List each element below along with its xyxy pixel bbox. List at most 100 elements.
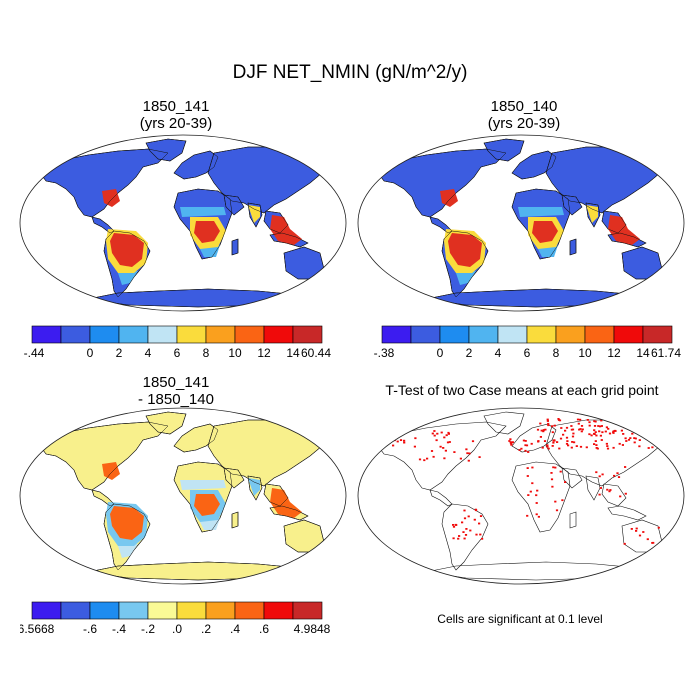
significant-cell <box>652 435 655 437</box>
panel-title-diff: 1850_141 - 1850_140 <box>26 374 326 408</box>
significant-cell <box>599 434 602 437</box>
colorbar-tick-label: 14 <box>286 346 300 360</box>
significant-cell <box>590 434 593 437</box>
coastline-india <box>247 202 263 228</box>
significant-cell <box>662 434 665 437</box>
significant-cell <box>475 533 478 536</box>
significant-cell <box>433 434 436 437</box>
colorbar-swatch <box>642 325 673 344</box>
colorbar-swatch <box>176 325 207 344</box>
significant-cell <box>573 441 576 444</box>
significant-cell <box>481 537 484 540</box>
significant-cell <box>606 447 610 450</box>
significant-cell <box>535 494 538 497</box>
significant-cell <box>542 429 545 431</box>
significant-cell <box>621 422 624 425</box>
significant-cell <box>623 542 626 545</box>
significant-cell <box>586 419 589 421</box>
significant-cell <box>552 441 555 444</box>
significant-cell <box>608 432 612 435</box>
colorbar-tick-label: 2 <box>466 346 473 360</box>
significant-cell <box>551 431 554 434</box>
significant-cell <box>635 530 638 532</box>
significant-cell <box>593 443 596 445</box>
significant-cell <box>653 421 656 423</box>
significant-cell <box>536 489 539 492</box>
land-centralAmerica <box>429 489 453 507</box>
significant-cell <box>557 418 560 420</box>
colorbar-swatch <box>118 325 149 344</box>
significant-cell <box>562 433 565 436</box>
region-congo <box>194 221 220 243</box>
region-indoArea <box>608 215 640 245</box>
significant-cell <box>601 473 604 476</box>
significant-cell <box>593 429 596 432</box>
significant-cell <box>653 438 656 441</box>
region-india2 <box>248 205 260 223</box>
coastline-northAmerica <box>39 421 169 491</box>
significant-cell <box>622 433 625 435</box>
land-madagascar <box>231 238 239 256</box>
significant-cell <box>509 438 512 441</box>
coastline-centralAmerica <box>91 216 115 234</box>
significant-cell <box>436 432 439 435</box>
colorbar-swatch <box>60 601 91 620</box>
coastline-seAsia <box>263 210 289 234</box>
significant-cell <box>458 535 461 537</box>
colorbar-tick-label: 8 <box>553 346 560 360</box>
colorbar-swatch <box>89 601 120 620</box>
significant-cell <box>539 436 542 438</box>
significant-cell <box>624 423 627 425</box>
significant-cell <box>640 430 643 433</box>
colorbar-tick-label: 0 <box>87 346 94 360</box>
significant-cell <box>551 425 554 428</box>
significant-cell <box>526 475 529 477</box>
significant-cell <box>525 444 529 447</box>
significant-cell <box>547 422 550 425</box>
significant-cell <box>537 515 540 518</box>
significant-cell <box>439 445 442 448</box>
coastline-indonesia <box>607 232 647 248</box>
significant-cell <box>576 418 580 421</box>
coastline-india <box>585 202 601 228</box>
significant-cell <box>543 440 547 442</box>
significant-cell <box>580 425 584 427</box>
significant-cell <box>478 522 481 525</box>
significant-cell <box>527 494 530 496</box>
significant-cell <box>581 428 584 431</box>
significant-cell <box>445 434 448 437</box>
panel-title-case1-line2: (yrs 20-39) <box>139 115 213 132</box>
significant-cell <box>403 439 406 442</box>
significant-cell <box>612 430 615 433</box>
coastline-africa <box>173 188 233 260</box>
colorbar-tick-label: 10 <box>578 346 592 360</box>
significant-cell <box>553 439 556 442</box>
significant-cell <box>605 442 608 445</box>
significant-cell <box>452 525 456 528</box>
colorbar-swatch <box>439 325 470 344</box>
significant-cell <box>396 440 399 443</box>
colorbar-tick-label: 8 <box>203 346 210 360</box>
significant-cell <box>546 420 549 422</box>
significant-cell <box>652 541 655 544</box>
significant-cell <box>638 534 642 537</box>
coastline-greenland <box>145 138 187 162</box>
coastline-seAsia <box>263 483 289 507</box>
significant-cell <box>510 442 513 445</box>
significant-cell <box>595 444 598 446</box>
significant-cell <box>642 531 645 533</box>
significant-cell <box>585 446 588 449</box>
significant-cell <box>579 428 582 430</box>
colorbar-swatch <box>263 325 294 344</box>
significant-cell <box>598 475 601 478</box>
significant-cell <box>579 445 583 448</box>
colorbar-swatch <box>118 601 149 620</box>
significant-cell <box>537 440 540 442</box>
colorbar-swatch <box>263 601 294 620</box>
significant-cell <box>524 444 527 447</box>
significant-cell <box>606 488 609 491</box>
coastline-europe <box>173 423 219 453</box>
significant-cell <box>600 439 603 441</box>
significant-cell <box>571 441 574 443</box>
significant-cell <box>518 449 521 451</box>
